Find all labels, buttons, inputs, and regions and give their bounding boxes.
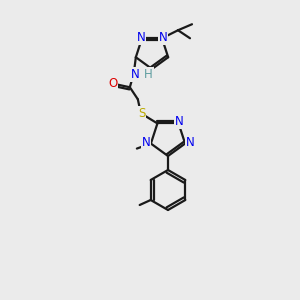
Text: N: N bbox=[186, 136, 194, 149]
Text: N: N bbox=[136, 31, 146, 44]
Text: N: N bbox=[142, 136, 150, 149]
Text: N: N bbox=[130, 68, 139, 81]
Text: N: N bbox=[159, 31, 167, 44]
Text: S: S bbox=[138, 107, 146, 120]
Text: N: N bbox=[175, 115, 184, 128]
Text: O: O bbox=[108, 77, 118, 90]
Text: H: H bbox=[144, 68, 153, 81]
